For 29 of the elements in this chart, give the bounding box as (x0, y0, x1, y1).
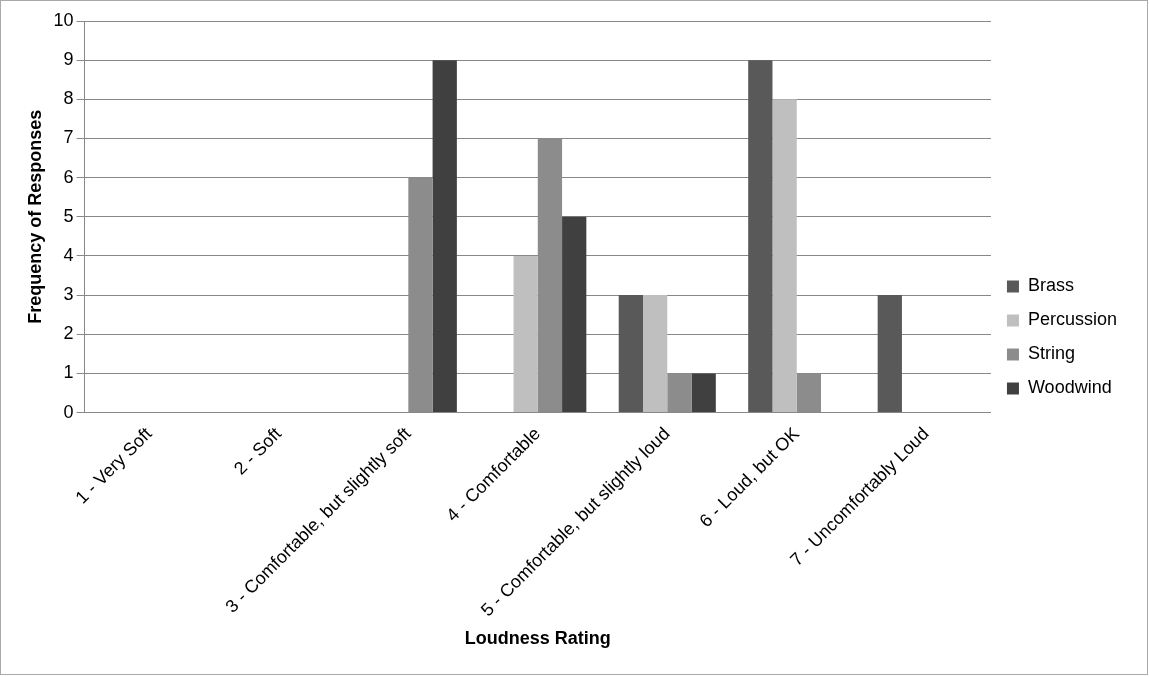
bar (513, 255, 538, 413)
y-tick-label: 2 (63, 323, 74, 344)
bar (877, 295, 902, 413)
bar (562, 216, 587, 413)
bar (691, 373, 716, 413)
x-tick-label: 1 - Very Soft (71, 423, 156, 508)
y-tick-label: 5 (63, 205, 74, 226)
y-tick-label: 8 (63, 88, 74, 109)
bar (667, 373, 692, 413)
bar (642, 295, 668, 413)
y-tick-label: 7 (63, 127, 74, 148)
y-tick-label: 6 (63, 166, 74, 187)
y-tick-label: 3 (63, 284, 74, 305)
y-axis-title: Frequency of Responses (24, 109, 45, 324)
legend-label: Brass (1027, 275, 1074, 296)
y-tick-label: 9 (63, 49, 74, 70)
bar (748, 60, 773, 413)
bar (432, 60, 457, 413)
bar (772, 99, 797, 413)
y-tick-label: 4 (63, 244, 74, 265)
x-tick-label: 2 - Soft (230, 423, 286, 479)
y-tick-label: 0 (63, 401, 74, 422)
legend-label: String (1027, 343, 1075, 364)
bar (618, 295, 643, 413)
y-tick-label: 10 (53, 9, 74, 30)
x-axis-title: Loudness Rating (464, 628, 611, 649)
legend-label: Percussion (1027, 309, 1117, 330)
legend-label: Woodwind (1027, 377, 1112, 398)
y-tick-label: 1 (63, 362, 74, 383)
